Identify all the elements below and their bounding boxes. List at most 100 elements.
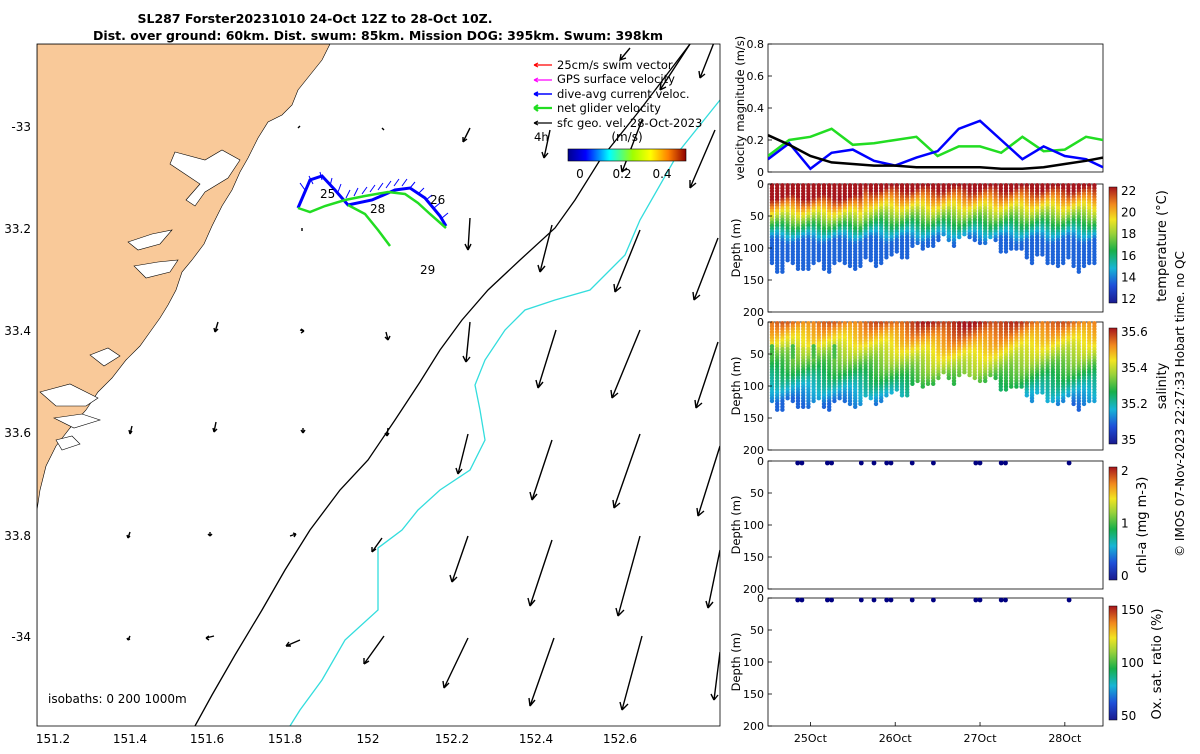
salinity-sample [899,393,905,398]
map-y-tick: 33.4 [4,324,31,338]
salinity-sample [806,404,811,409]
velocity-tick: 0.8 [747,38,765,51]
temperature-sample [884,255,889,260]
salinity-sample [863,393,868,398]
temperature-sample [1045,260,1050,266]
chla-colorbar-ticks: 2 1 0 [1121,464,1129,583]
legend-label: GPS surface velocity [557,72,675,86]
chla-colorbar [1108,466,1118,581]
colorbar-tick: 50 [1121,709,1136,723]
salinity-sample [1061,398,1066,404]
map-x-tick: 152.6 [603,732,637,746]
salinity-sample [1066,393,1071,398]
temperature-sample [1087,260,1092,266]
salinity-sample [821,404,827,409]
isobath-200m [194,44,691,726]
surface-sample-point [888,460,894,466]
salinity-sample [827,407,832,412]
surface-sample-point [1066,597,1072,603]
salinity-sample [920,384,925,389]
colorbar-tick: 35 [1121,433,1136,447]
depth-tick: 50 [750,210,764,223]
salinity-sample [1040,390,1045,395]
map-colorbar-tick: 0 [576,167,584,181]
map-legend: 25cm/s swim vector GPS surface velocity … [533,58,702,181]
depth-tick: 50 [750,487,764,500]
temperature-sample [873,263,879,269]
colorbar-tick: 35.2 [1121,397,1148,411]
temperature-sample [827,269,832,274]
surface-sample-point [884,597,890,603]
surface-sample-point [799,460,805,466]
dive-avg-current-track [296,174,448,227]
depth-tick: 50 [750,348,764,361]
temperature-sample [780,269,785,274]
surface-sample-point [977,460,983,466]
salinity-sample [801,404,806,409]
salinity-sample [1087,398,1092,404]
credit-text: © IMOS 07-Nov-2023 22:27:33 Hobart time.… [1173,251,1187,557]
surface-sample-point [909,597,915,603]
map-colorbar-title: (m/s) [611,130,642,144]
depth-tick: 0 [757,455,764,468]
map-y-tick: 33.6 [4,426,31,440]
velocity-series-dive-avg-current-veloc- [768,119,1103,171]
salinity-sample [946,375,951,381]
salinity-sample [790,398,795,404]
colorbar-tick: 1 [1121,517,1129,531]
salinity-sample [868,396,873,401]
date-tick: 25Oct [794,732,828,745]
surface-sample-point [931,597,936,603]
oxsat-colorbar-ticks: 150 100 50 [1121,603,1144,723]
temperature-sample [795,266,801,271]
salinity-sample [775,407,780,412]
depth-tick: 150 [743,551,764,564]
oxsat-colorbar [1108,605,1118,721]
surface-sample-point [825,460,830,466]
temperature-sample [1061,260,1066,266]
salinity-profiles [769,321,1097,412]
isobath-1000m [289,99,720,726]
temperature-profiles [769,183,1097,274]
temperature-sample [993,237,998,243]
salinity-sample [1035,390,1040,395]
temperature-sample [832,260,837,266]
title-line-1: SL287 Forster20231010 24-Oct 12Z to 28-O… [137,11,492,26]
colorbar-tick: 12 [1121,292,1136,306]
temperature-sample [894,249,899,254]
depth-tick: 50 [750,624,764,637]
colorbar-tick: 16 [1121,249,1136,263]
temperature-sample [1003,249,1009,254]
surface-sample-point [825,597,830,603]
map-y-tick: -34 [11,630,31,644]
temperature-sample [920,246,925,251]
surface-sample-point [973,460,979,466]
temperature-sample [1029,260,1035,266]
surface-sample-point [888,597,894,603]
salinity-sample [811,398,816,404]
salinity-sample [988,372,993,378]
temperature-colorbar [1108,186,1118,304]
salinity-sample [957,372,962,378]
legend-sfc-geo: sfc geo. vel. 28-Oct-2023 [533,116,702,130]
map-x-tick: 151.6 [190,732,224,746]
salinity-sample [931,381,936,386]
colorbar-tick: 35.4 [1121,361,1148,375]
salinity-sample [1014,384,1019,389]
temperature-sample [910,243,915,248]
surface-sample-point [977,597,983,603]
depth-tick: 200 [743,444,764,457]
salinity-sample [998,387,1003,392]
colorbar-tick: 20 [1121,206,1136,220]
surface-sample-point [795,460,801,466]
temperature-sample [769,260,775,266]
temperature-colorbar-label: temperature (°C) [1155,190,1170,302]
surface-sample-point [829,460,834,466]
salinity-sample [879,398,884,404]
day-label: 28 [370,202,385,216]
salinity-sample [853,404,858,409]
temperature-sample [941,232,946,237]
salinity-sample [1071,401,1076,407]
temperature-sample [977,240,983,246]
